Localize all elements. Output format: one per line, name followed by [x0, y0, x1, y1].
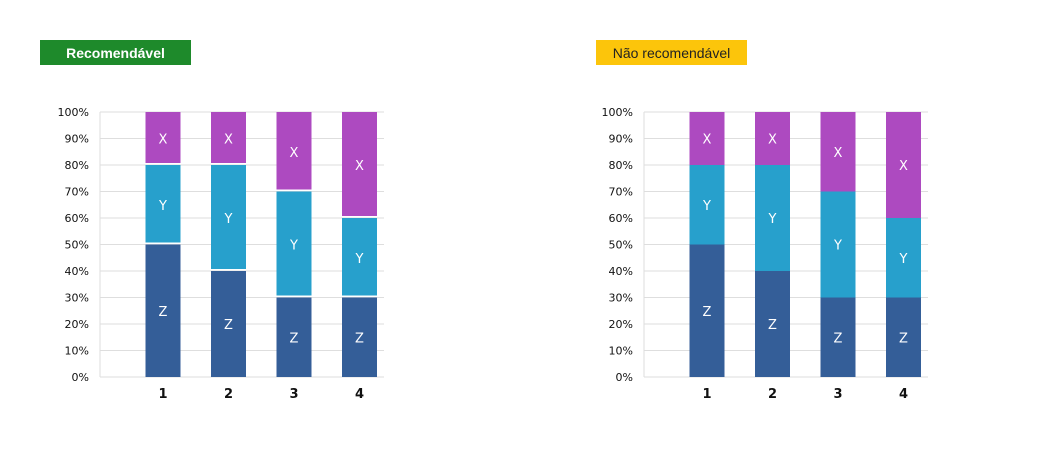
x-tick-label: 2 [224, 387, 233, 402]
bar-segment-y-4 [342, 218, 377, 296]
y-tick-label: 50% [609, 239, 633, 252]
y-tick-label: 90% [609, 133, 633, 146]
title-badge-nao-recomendavel: Não recomendável [596, 40, 747, 65]
segment-label: Y [702, 199, 711, 214]
x-tick-label: 3 [833, 387, 842, 402]
y-tick-label: 0% [72, 371, 89, 384]
bar-segment-y-1 [145, 165, 181, 243]
segment-label: X [159, 133, 168, 148]
x-tick-label: 1 [158, 387, 167, 402]
segment-label: X [290, 146, 299, 161]
segment-label: Z [159, 305, 168, 320]
y-tick-label: 70% [609, 186, 633, 199]
x-tick-label: 2 [768, 387, 777, 402]
y-tick-label: 20% [609, 318, 633, 331]
bar-segment-z-3 [820, 297, 856, 377]
bar-segment-y-1 [689, 165, 725, 245]
segment-label: Y [355, 252, 364, 267]
x-tick-label: 4 [899, 387, 908, 402]
bar-segment-z-2 [755, 271, 790, 377]
y-tick-label: 90% [65, 133, 89, 146]
segment-label: X [899, 159, 908, 174]
y-tick-label: 20% [65, 318, 89, 331]
y-tick-label: 50% [65, 239, 89, 252]
segment-label: Y [899, 252, 908, 267]
bar-segment-x-1 [145, 112, 181, 163]
bar-segment-z-4 [886, 297, 921, 377]
y-tick-label: 70% [65, 186, 89, 199]
bar-segment-x-2 [211, 112, 246, 163]
bar-segment-z-2 [211, 271, 246, 377]
bar-segment-x-2 [755, 112, 790, 165]
segment-label: X [703, 133, 712, 148]
segment-label: Y [833, 239, 842, 254]
bar-segment-x-1 [689, 112, 725, 165]
bar-segment-z-4 [342, 297, 377, 377]
y-tick-label: 40% [609, 265, 633, 278]
title-badge-recomendavel: Recomendável [40, 40, 191, 65]
y-tick-label: 10% [65, 345, 89, 358]
segment-label: X [834, 146, 843, 161]
segment-label: X [768, 133, 777, 148]
bar-segment-y-2 [755, 165, 790, 271]
bar-segment-z-3 [276, 297, 312, 377]
y-tick-label: 0% [616, 371, 633, 384]
segment-label: Y [768, 212, 777, 227]
y-tick-label: 80% [609, 159, 633, 172]
y-tick-label: 30% [65, 292, 89, 305]
x-tick-label: 3 [289, 387, 298, 402]
x-tick-label: 1 [702, 387, 711, 402]
bar-segment-x-4 [886, 112, 921, 218]
bar-segment-x-4 [342, 112, 377, 216]
segment-label: X [224, 133, 233, 148]
bar-segment-y-2 [211, 165, 246, 269]
y-tick-label: 60% [609, 212, 633, 225]
segment-label: Z [290, 331, 299, 346]
bar-segment-x-3 [820, 112, 856, 192]
bar-segment-z-1 [689, 244, 725, 377]
x-tick-label: 4 [355, 387, 364, 402]
y-tick-label: 60% [65, 212, 89, 225]
segment-label: Y [289, 239, 298, 254]
segment-label: X [355, 159, 364, 174]
y-tick-label: 40% [65, 265, 89, 278]
bar-segment-z-1 [145, 244, 181, 377]
segment-label: Z [834, 331, 843, 346]
stacked-bar-chart-recomendavel: 0% 10% 20% 30% 40% 50% 60% 70% 80% 90% 100% Z Y X 1 Z Y X… [58, 106, 384, 402]
segment-label: Z [768, 318, 777, 333]
stacked-bar-chart-nao-recomendavel: 0% 10% 20% 30% 40% 50% 60% 70% 80% 90% 100% Z Y X 1 Z Y X… [602, 106, 928, 402]
y-tick-label: 100% [602, 106, 633, 119]
y-tick-label: 10% [609, 345, 633, 358]
segment-label: Y [158, 199, 167, 214]
bar-segment-y-3 [820, 191, 856, 298]
segment-label: Z [355, 331, 364, 346]
bar-segment-x-3 [276, 112, 312, 190]
chart-panel-recomendavel: Recomendável 0% 10% 20% 30% 40% 50% 60% 70% 80% 9… [0, 0, 520, 454]
segment-label: Z [224, 318, 233, 333]
segment-label: Z [899, 331, 908, 346]
segment-label: Y [224, 212, 233, 227]
segment-label: Z [703, 305, 712, 320]
bar-segment-y-3 [276, 191, 312, 296]
y-tick-label: 80% [65, 159, 89, 172]
y-tick-label: 100% [58, 106, 89, 119]
y-tick-label: 30% [609, 292, 633, 305]
chart-panel-nao-recomendavel: Não recomendável 0% 10% 20% 30% 40% 50% 60% 70%… [544, 0, 1053, 454]
bar-segment-y-4 [886, 218, 921, 298]
